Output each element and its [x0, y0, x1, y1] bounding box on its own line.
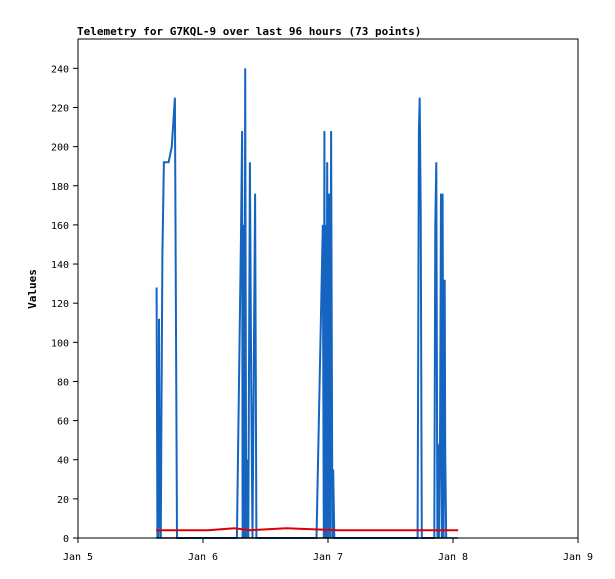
y-tick-label: 40: [57, 456, 69, 467]
chart-title: Telemetry for G7KQL-9 over last 96 hours…: [77, 25, 421, 38]
y-tick-label: 180: [51, 182, 69, 193]
series-layer: [155, 68, 459, 539]
y-tick-label: 120: [51, 299, 69, 310]
y-tick-label: 0: [63, 534, 69, 545]
x-axis: Jan 5 Jan 6 Jan 7 Jan 8 Jan 9: [63, 538, 593, 563]
x-tick-label: Jan 6: [188, 552, 218, 563]
x-tick-label: Jan 8: [438, 552, 468, 563]
x-tick-label: Jan 7: [313, 552, 343, 563]
y-axis: 0 20 40 60 80 100 120 140 160 180 200 220 240: [51, 64, 78, 545]
y-tick-label: 20: [57, 495, 69, 506]
x-tick-label: Jan 9: [563, 552, 593, 563]
y-tick-label: 220: [51, 103, 69, 114]
y-tick-label: 160: [51, 221, 69, 232]
y-tick-label: 240: [51, 64, 69, 75]
series-line-1: [155, 68, 448, 539]
x-tick-label: Jan 5: [63, 552, 93, 563]
y-tick-label: 100: [51, 338, 69, 349]
y-tick-label: 140: [51, 260, 69, 271]
y-tick-label: 80: [57, 377, 69, 388]
series-line-2: [156, 527, 459, 532]
y-tick-label: 200: [51, 143, 69, 154]
y-axis-label: Values: [26, 269, 39, 309]
y-tick-label: 60: [57, 417, 69, 428]
